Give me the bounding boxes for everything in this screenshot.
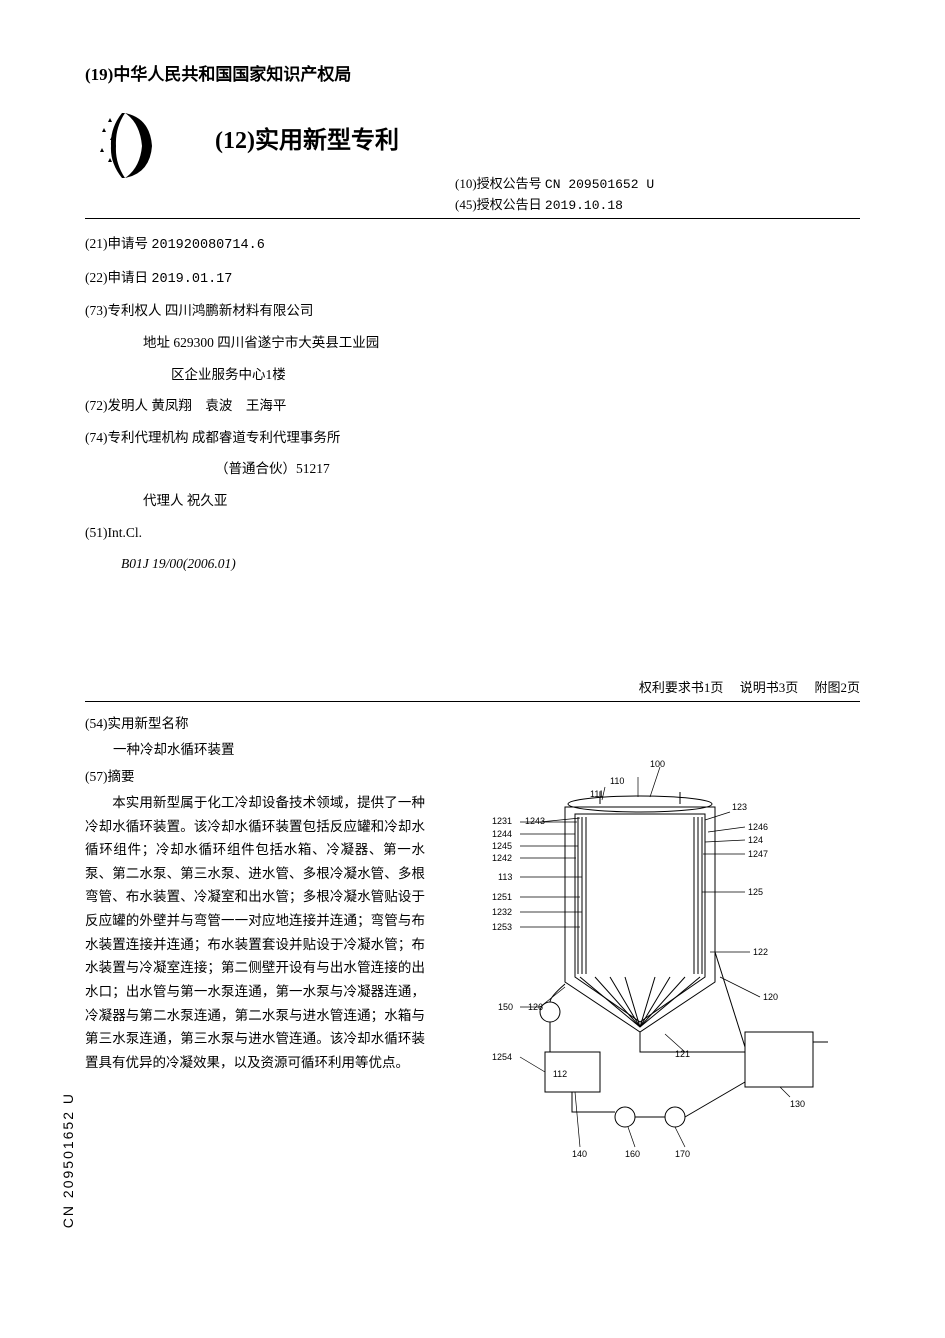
abstract-text: 本实用新型属于化工冷却设备技术领域，提供了一种冷却水循环装置。该冷却水循环装置包… [85, 791, 425, 1075]
fig-label-1232: 1232 [492, 907, 512, 917]
model-name-label: (54)实用新型名称 [85, 712, 425, 736]
fig-label-125: 125 [748, 887, 763, 897]
side-patent-number: CN 209501652 U [60, 1092, 76, 1228]
address-line2: 区企业服务中心1楼 [85, 362, 860, 388]
fig-label-1254: 1254 [492, 1052, 512, 1062]
model-name: 一种冷却水循环装置 [85, 738, 425, 762]
pub-date: (45)授权公告日 2019.10.18 [455, 194, 860, 213]
fig-label-1245: 1245 [492, 841, 512, 851]
inventors: (72)发明人 黄凤翔 袁波 王海平 [85, 393, 860, 419]
abstract-label: (57)摘要 [85, 765, 425, 789]
publication-info: (10)授权公告号 CN 209501652 U (45)授权公告日 2019.… [455, 173, 860, 213]
fig-label-1247: 1247 [748, 849, 768, 859]
abstract-column: (54)实用新型名称 一种冷却水循环装置 (57)摘要 本实用新型属于化工冷却设… [85, 712, 425, 1177]
fig-label-1253: 1253 [492, 922, 512, 932]
intcl-label: (51)Int.Cl. [85, 520, 860, 546]
fig-label-123: 123 [732, 802, 747, 812]
fig-label-1231: 1231 [492, 816, 512, 826]
fig-label-112: 112 [553, 1069, 567, 1079]
fig-label-140: 140 [572, 1149, 587, 1159]
fig-label-100: 100 [650, 759, 665, 769]
application-number: (21)申请号 201920080714.6 [85, 231, 860, 259]
fig-label-1251: 1251 [492, 892, 512, 902]
assignee: (73)专利权人 四川鸿鹏新材料有限公司 [85, 298, 860, 324]
agency-line2: （普通合伙）51217 [85, 456, 860, 482]
fig-label-121: 121 [675, 1049, 690, 1059]
application-date: (22)申请日 2019.01.17 [85, 265, 860, 293]
lower-section: (54)实用新型名称 一种冷却水循环装置 (57)摘要 本实用新型属于化工冷却设… [85, 712, 860, 1177]
address-line1: 地址 629300 四川省遂宁市大英县工业园 [85, 330, 860, 356]
fig-label-122: 122 [753, 947, 768, 957]
intcl-code: B01J 19/00(2006.01) [85, 551, 860, 577]
cnipa-logo [85, 105, 175, 185]
figure-column: 100 110 111 1231 1243 1244 1245 1242 113… [450, 712, 860, 1177]
bibliographic-data: (21)申请号 201920080714.6 (22)申请日 2019.01.1… [85, 231, 860, 577]
fig-label-110: 110 [610, 776, 624, 786]
fig-label-1243: 1243 [525, 816, 545, 826]
pub-number: (10)授权公告号 CN 209501652 U [455, 173, 860, 192]
fig-label-124: 124 [748, 835, 763, 845]
fig-label-160: 160 [625, 1149, 640, 1159]
fig-label-1246: 1246 [748, 822, 768, 832]
fig-label-120: 120 [763, 992, 778, 1002]
fig-label-150: 150 [498, 1002, 513, 1012]
fig-label-170: 170 [675, 1149, 690, 1159]
page-counts: 权利要求书1页 说明书3页 附图2页 [85, 677, 860, 696]
fig-label-130: 130 [790, 1099, 805, 1109]
authority-line: (19)中华人民共和国国家知识产权局 [85, 60, 860, 85]
fig-label-126: 126 [528, 1002, 543, 1012]
fig-label-1244: 1244 [492, 829, 512, 839]
agent: 代理人 祝久亚 [85, 488, 860, 514]
fig-label-1242: 1242 [492, 853, 512, 863]
mid-rule [85, 701, 860, 702]
patent-figure: 100 110 111 1231 1243 1244 1245 1242 113… [450, 752, 830, 1172]
fig-label-113: 113 [498, 872, 512, 882]
agency-line1: (74)专利代理机构 成都睿道专利代理事务所 [85, 425, 860, 451]
doc-type-title: (12)实用新型专利 [215, 105, 860, 155]
fig-label-111: 111 [590, 789, 604, 799]
header-rule [85, 218, 860, 219]
